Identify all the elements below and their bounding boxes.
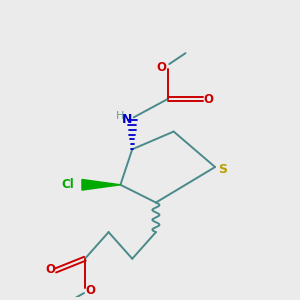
Polygon shape (82, 179, 120, 190)
Text: O: O (86, 284, 96, 297)
Text: N: N (122, 112, 132, 126)
Text: Cl: Cl (62, 178, 75, 191)
Text: H: H (116, 111, 124, 121)
Text: O: O (156, 61, 166, 74)
Text: S: S (218, 163, 227, 176)
Text: O: O (45, 263, 55, 276)
Text: O: O (204, 92, 214, 106)
